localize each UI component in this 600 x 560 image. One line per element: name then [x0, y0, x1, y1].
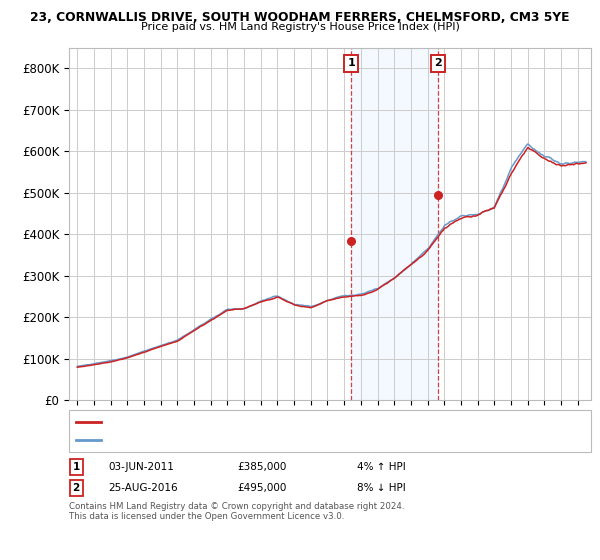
Text: 23, CORNWALLIS DRIVE, SOUTH WOODHAM FERRERS, CHELMSFORD, CM3 5YE (detached): 23, CORNWALLIS DRIVE, SOUTH WOODHAM FERR…	[106, 417, 534, 426]
Text: 1: 1	[73, 462, 80, 472]
Text: 25-AUG-2016: 25-AUG-2016	[108, 483, 178, 493]
Text: 2: 2	[434, 58, 442, 68]
Text: £495,000: £495,000	[237, 483, 286, 493]
Text: Price paid vs. HM Land Registry's House Price Index (HPI): Price paid vs. HM Land Registry's House …	[140, 22, 460, 32]
Text: 4% ↑ HPI: 4% ↑ HPI	[357, 462, 406, 472]
Bar	[351, 48, 439, 400]
Text: 2: 2	[73, 483, 80, 493]
Text: Contains HM Land Registry data © Crown copyright and database right 2024.
This d: Contains HM Land Registry data © Crown c…	[69, 502, 404, 521]
Text: 23, CORNWALLIS DRIVE, SOUTH WOODHAM FERRERS, CHELMSFORD, CM3 5YE: 23, CORNWALLIS DRIVE, SOUTH WOODHAM FERR…	[30, 11, 570, 24]
Text: £385,000: £385,000	[237, 462, 286, 472]
Text: HPI: Average price, detached house, Chelmsford: HPI: Average price, detached house, Chel…	[106, 436, 337, 445]
Text: 8% ↓ HPI: 8% ↓ HPI	[357, 483, 406, 493]
Text: 1: 1	[347, 58, 355, 68]
Text: 03-JUN-2011: 03-JUN-2011	[108, 462, 174, 472]
